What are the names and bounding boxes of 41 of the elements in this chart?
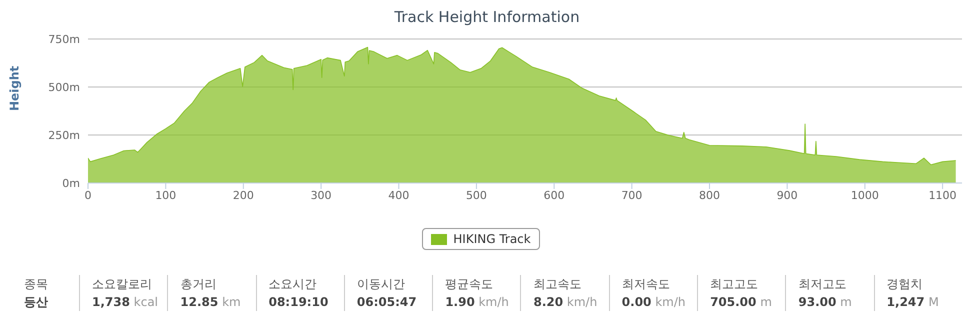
y-axis-title: Height [7,66,22,111]
text: 8.20 km/h [533,294,598,311]
text: 총거리 [180,276,218,293]
text: 12.85 km [180,294,242,311]
text: 경험치 [886,276,924,293]
text: 최저고도 [798,276,848,293]
text: 1,738 kcal [92,294,160,311]
text: 최저속도 [622,276,671,293]
text: 등산 [24,294,49,311]
y-tick-label: 0m [62,176,80,190]
y-tick-label: 750m [48,32,80,46]
text: 소요칼로리 [92,276,153,293]
x-tick-label: 900 [776,188,798,202]
x-tick-label: 100 [155,188,176,202]
text: 06:05:47 [356,294,418,311]
text: 93.00 m [798,294,853,311]
x-tick-label: 1000 [850,188,879,202]
x-tick-label: 800 [699,188,720,202]
text: 08:19:10 [268,294,330,311]
text: 평균속도 [445,276,494,293]
text: 최고고도 [710,276,760,293]
text: 0.00 km/h [622,294,686,311]
x-tick-label: 200 [232,188,254,202]
y-tick-label: 500m [48,80,80,94]
text: 종목 [24,276,49,293]
text: 소요시간 [268,276,318,293]
x-tick-label: 300 [310,188,332,202]
legend-label: HIKING Track [422,228,540,250]
text: 1,247 M [886,294,940,311]
text: 705.00 m [710,294,773,311]
x-tick-label: 500 [466,188,487,202]
x-tick-label: 400 [388,188,410,202]
x-tick-label: 700 [621,188,642,202]
x-tick-label: 0 [84,188,92,202]
x-tick-label: 600 [544,188,565,202]
x-tick-label: 1100 [928,188,957,202]
text: 최고속도 [533,276,582,293]
text: 1.90 km/h [445,294,510,311]
text: 이동시간 [356,276,406,293]
y-tick-label: 250m [48,128,80,142]
chart-title: Track Height Information [393,8,581,26]
